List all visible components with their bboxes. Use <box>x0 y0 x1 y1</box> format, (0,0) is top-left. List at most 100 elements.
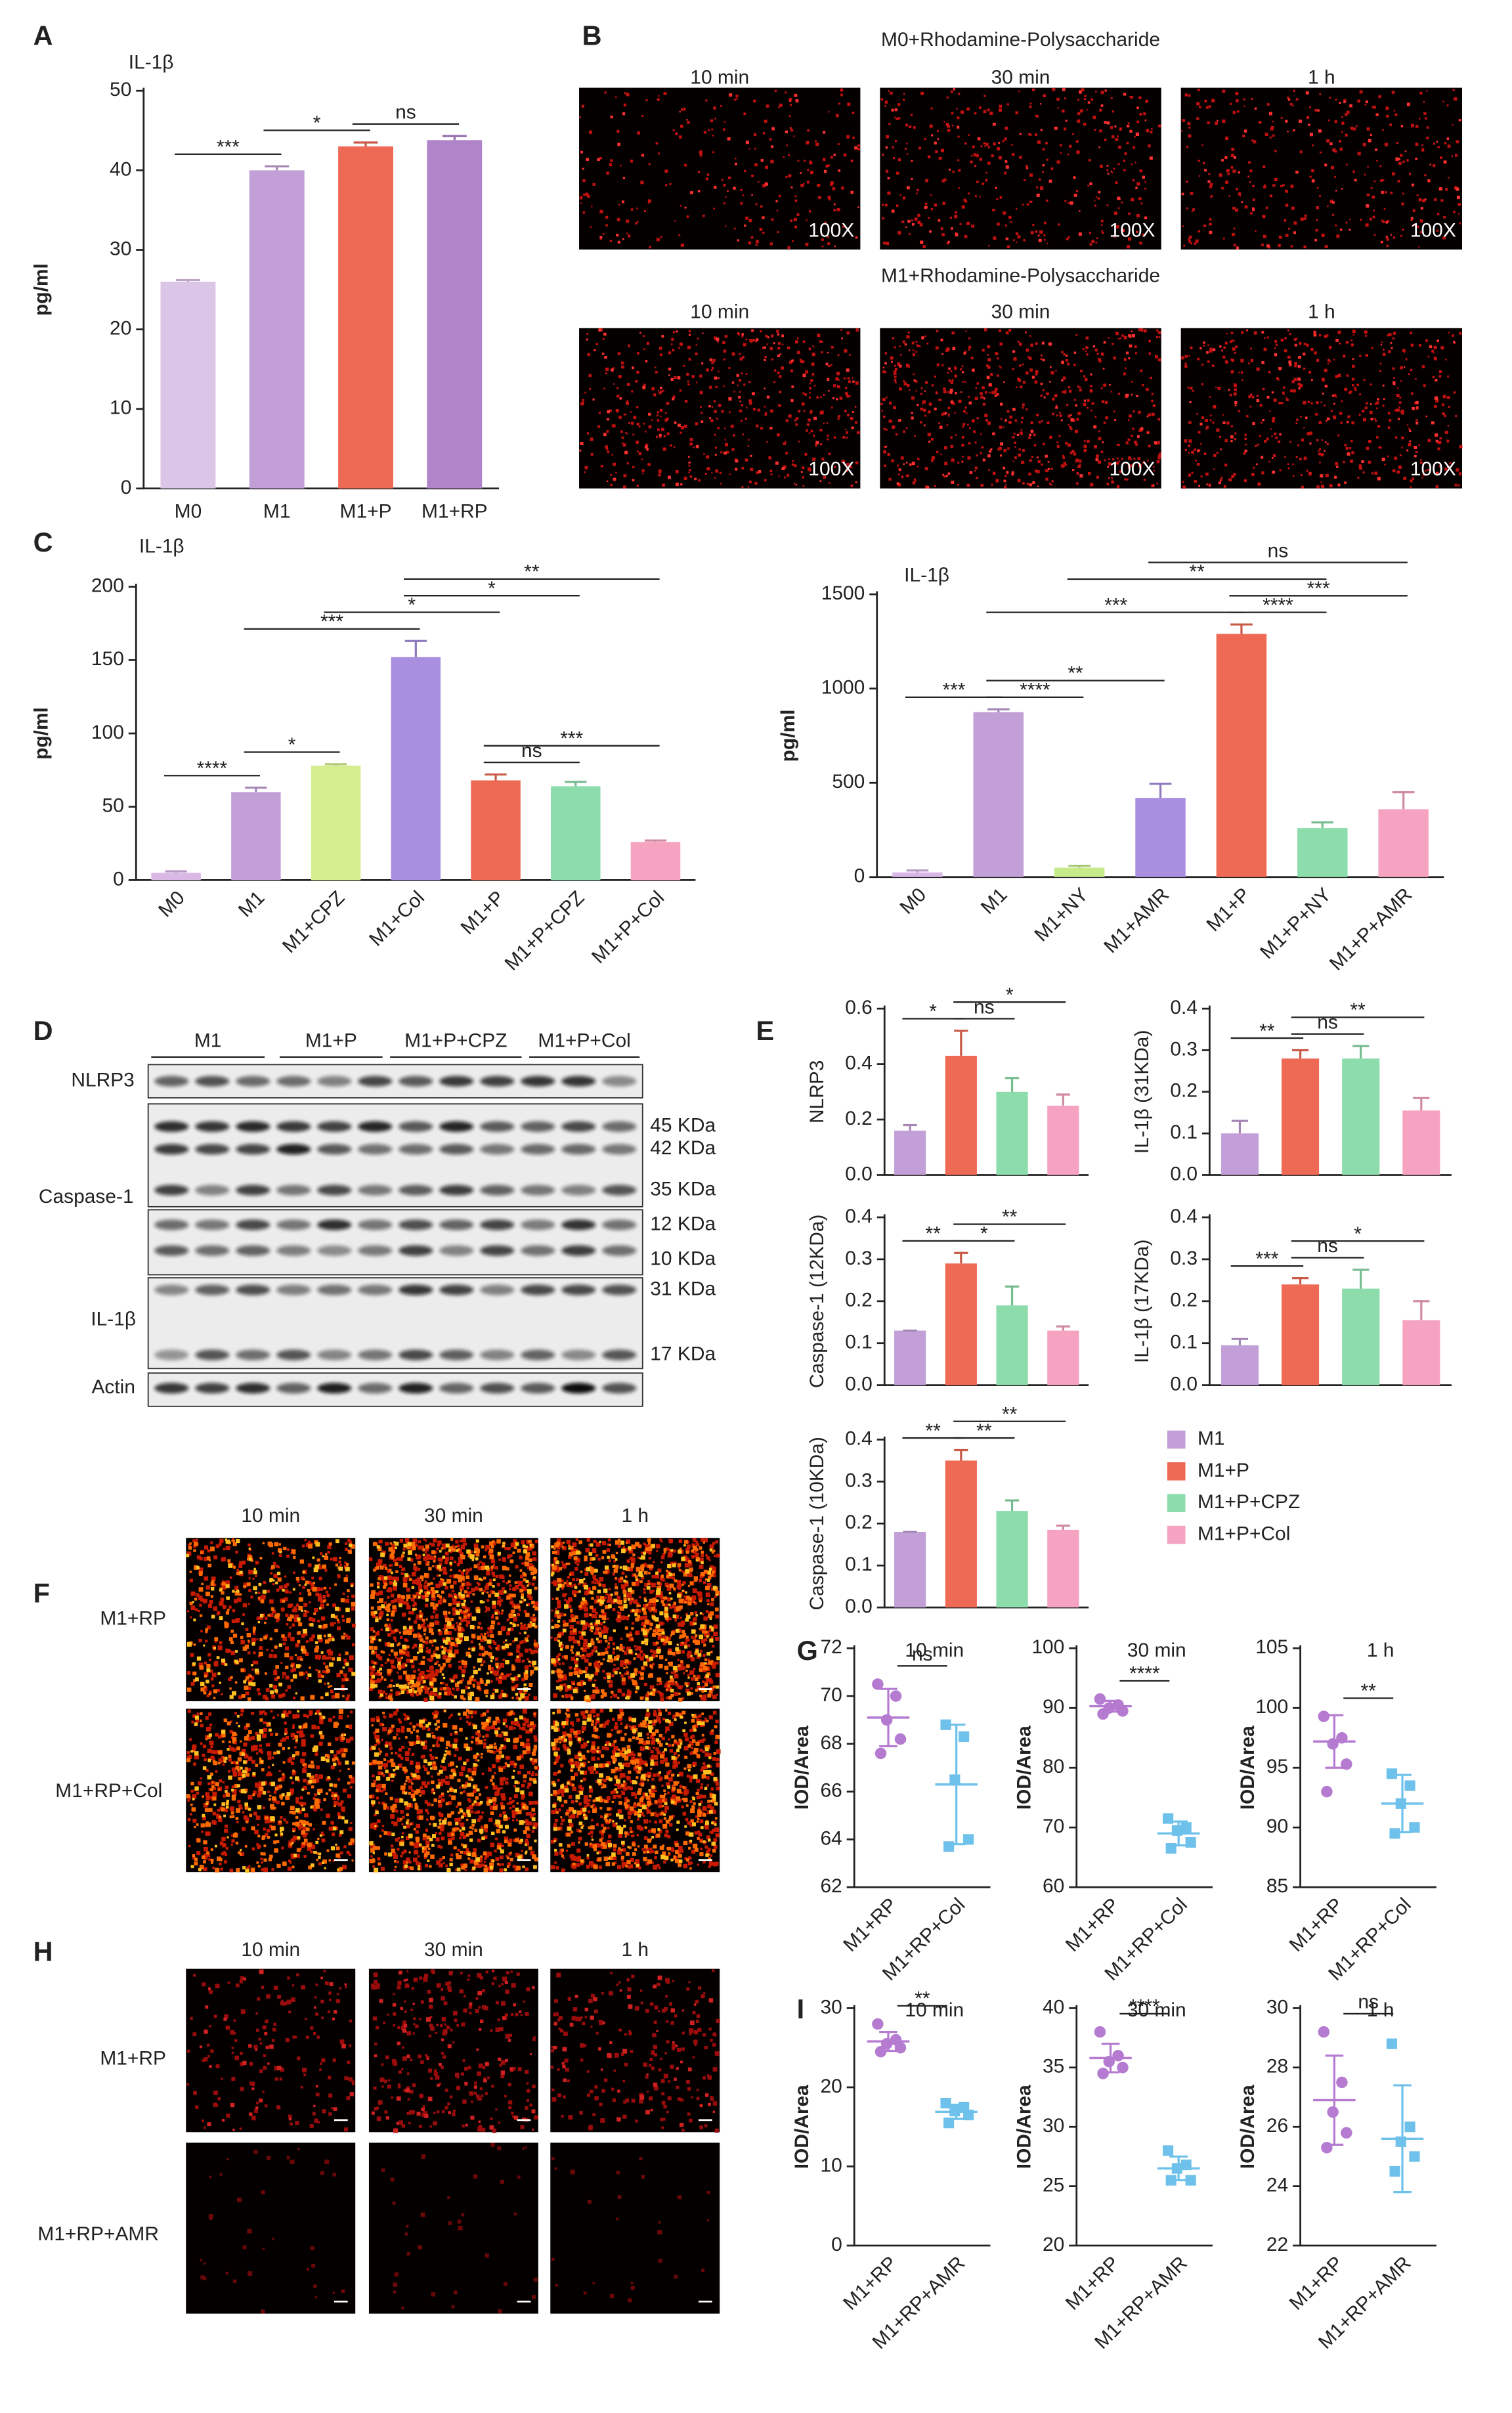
time-label: 30 min <box>424 1939 483 1961</box>
error-bar <box>1231 1337 1249 1345</box>
error-bar <box>175 278 200 282</box>
y-tick-label: 0.0 <box>1170 1374 1198 1395</box>
bar <box>427 140 483 489</box>
blot-band <box>480 1245 515 1256</box>
blot-band <box>521 1219 555 1230</box>
blot-strip <box>147 1277 643 1370</box>
x-tick-label: M1+P <box>457 887 509 939</box>
blot-row-label: Actin <box>91 1376 135 1398</box>
bar <box>894 1330 926 1385</box>
blot-size-label: 35 KDa <box>650 1178 716 1200</box>
blot-band <box>439 1349 474 1360</box>
y-axis-label: IOD/Area <box>791 1726 813 1810</box>
micrograph-background <box>186 1538 356 1701</box>
error-bar <box>906 869 929 873</box>
micrograph-background <box>186 1708 356 1873</box>
y-tick-label: 25 <box>1043 2175 1064 2196</box>
significance-label: ns <box>1317 1235 1338 1257</box>
blot-band <box>480 1349 515 1360</box>
data-point <box>875 1747 887 1760</box>
panel-label: E <box>756 1015 775 1046</box>
x-tick-label: M1 <box>234 887 269 922</box>
y-axis-label: pg/ml <box>30 707 52 760</box>
blot-group-label: M1+P+Col <box>538 1030 630 1052</box>
blot-band <box>276 1245 311 1256</box>
chart: 0 50 100 150 200 IL-1β pg/ml M0 M1 M1+CPZ M1+Col M1… <box>30 536 696 975</box>
y-tick-label: 0.0 <box>1170 1163 1198 1185</box>
time-label: 10 min <box>241 1505 300 1527</box>
data-point <box>1185 1837 1196 1848</box>
x-tick-label: M1+AMR <box>1100 884 1173 957</box>
x-tick-label: M0 <box>154 887 189 922</box>
chart-title: IL-1β <box>904 564 949 586</box>
blot-band <box>317 1121 352 1132</box>
x-tick-label: M0 <box>175 501 202 523</box>
micrograph <box>550 1968 720 2133</box>
time-label: 1 h <box>621 1939 649 1961</box>
significance-label: * <box>408 594 416 616</box>
x-tick-label: M1+P+NY <box>1256 884 1335 963</box>
data-point <box>949 1774 961 1785</box>
y-tick-label: 50 <box>102 795 124 817</box>
significance-label: * <box>488 578 496 599</box>
fluorescence-signal <box>370 1539 538 1701</box>
legend-swatch <box>1167 1494 1186 1513</box>
data-point <box>1409 1822 1420 1833</box>
magnification-label: 100X <box>808 219 854 241</box>
blot-band <box>195 1144 230 1155</box>
fluorescence-signal <box>186 1538 356 1701</box>
blot-band <box>399 1076 433 1087</box>
data-point <box>1404 1780 1415 1791</box>
y-tick-label: 0 <box>121 477 132 498</box>
legend-label: M1+P <box>1198 1460 1249 1481</box>
blot-band <box>236 1284 270 1295</box>
bar <box>151 873 201 880</box>
significance-label: **** <box>197 758 228 779</box>
blot-band <box>602 1349 637 1360</box>
y-tick-label: 80 <box>1043 1756 1064 1777</box>
data-point <box>963 1834 974 1845</box>
error-bar <box>1004 1077 1020 1092</box>
significance-label: ** <box>1259 1020 1275 1042</box>
x-tick-label: M1+NY <box>1030 884 1092 946</box>
significance-label: ns <box>1358 1991 1379 2013</box>
significance-label: **** <box>1129 1663 1160 1685</box>
blot-band <box>561 1245 596 1256</box>
blot-band <box>399 1383 433 1394</box>
blot-band <box>399 1144 433 1155</box>
micrograph <box>579 87 861 250</box>
row-label: M1+RP <box>100 2048 166 2070</box>
blot-strip <box>147 1372 643 1407</box>
error-bar <box>1068 864 1091 868</box>
blot-band <box>195 1245 230 1256</box>
blot-band <box>399 1349 433 1360</box>
y-tick-label: 60 <box>1043 1875 1064 1897</box>
blot-band <box>358 1144 393 1155</box>
y-axis-label: IOD/Area <box>1237 2085 1259 2169</box>
bar <box>996 1305 1028 1385</box>
bar <box>1282 1058 1320 1175</box>
y-tick-label: 0.2 <box>845 1290 873 1311</box>
magnification-label: 100X <box>1110 219 1156 241</box>
data-point <box>1404 2121 1415 2133</box>
fluorescence-signal <box>551 1708 720 1870</box>
blot-band <box>561 1185 596 1196</box>
bar <box>894 1532 926 1608</box>
error-bar <box>1056 1093 1070 1106</box>
sd-bar <box>947 1724 966 1846</box>
blot-band <box>317 1219 352 1230</box>
significance-label: ** <box>976 1420 992 1442</box>
micrograph <box>550 1538 720 1703</box>
data-point <box>1094 1693 1106 1705</box>
blot-band <box>236 1245 270 1256</box>
micrograph <box>368 1968 539 2133</box>
x-tick-label: M1+P+Col <box>588 887 668 968</box>
error-bar <box>324 763 347 766</box>
chart: 0.0 0.1 0.2 0.3 0.4 IL-1β (17KDa) *** ns * <box>1131 1206 1452 1395</box>
y-tick-label: 24 <box>1266 2175 1288 2196</box>
y-tick-label: 100 <box>91 722 124 743</box>
error-bar <box>1004 1285 1020 1306</box>
sd-bar <box>1393 2084 1412 2194</box>
